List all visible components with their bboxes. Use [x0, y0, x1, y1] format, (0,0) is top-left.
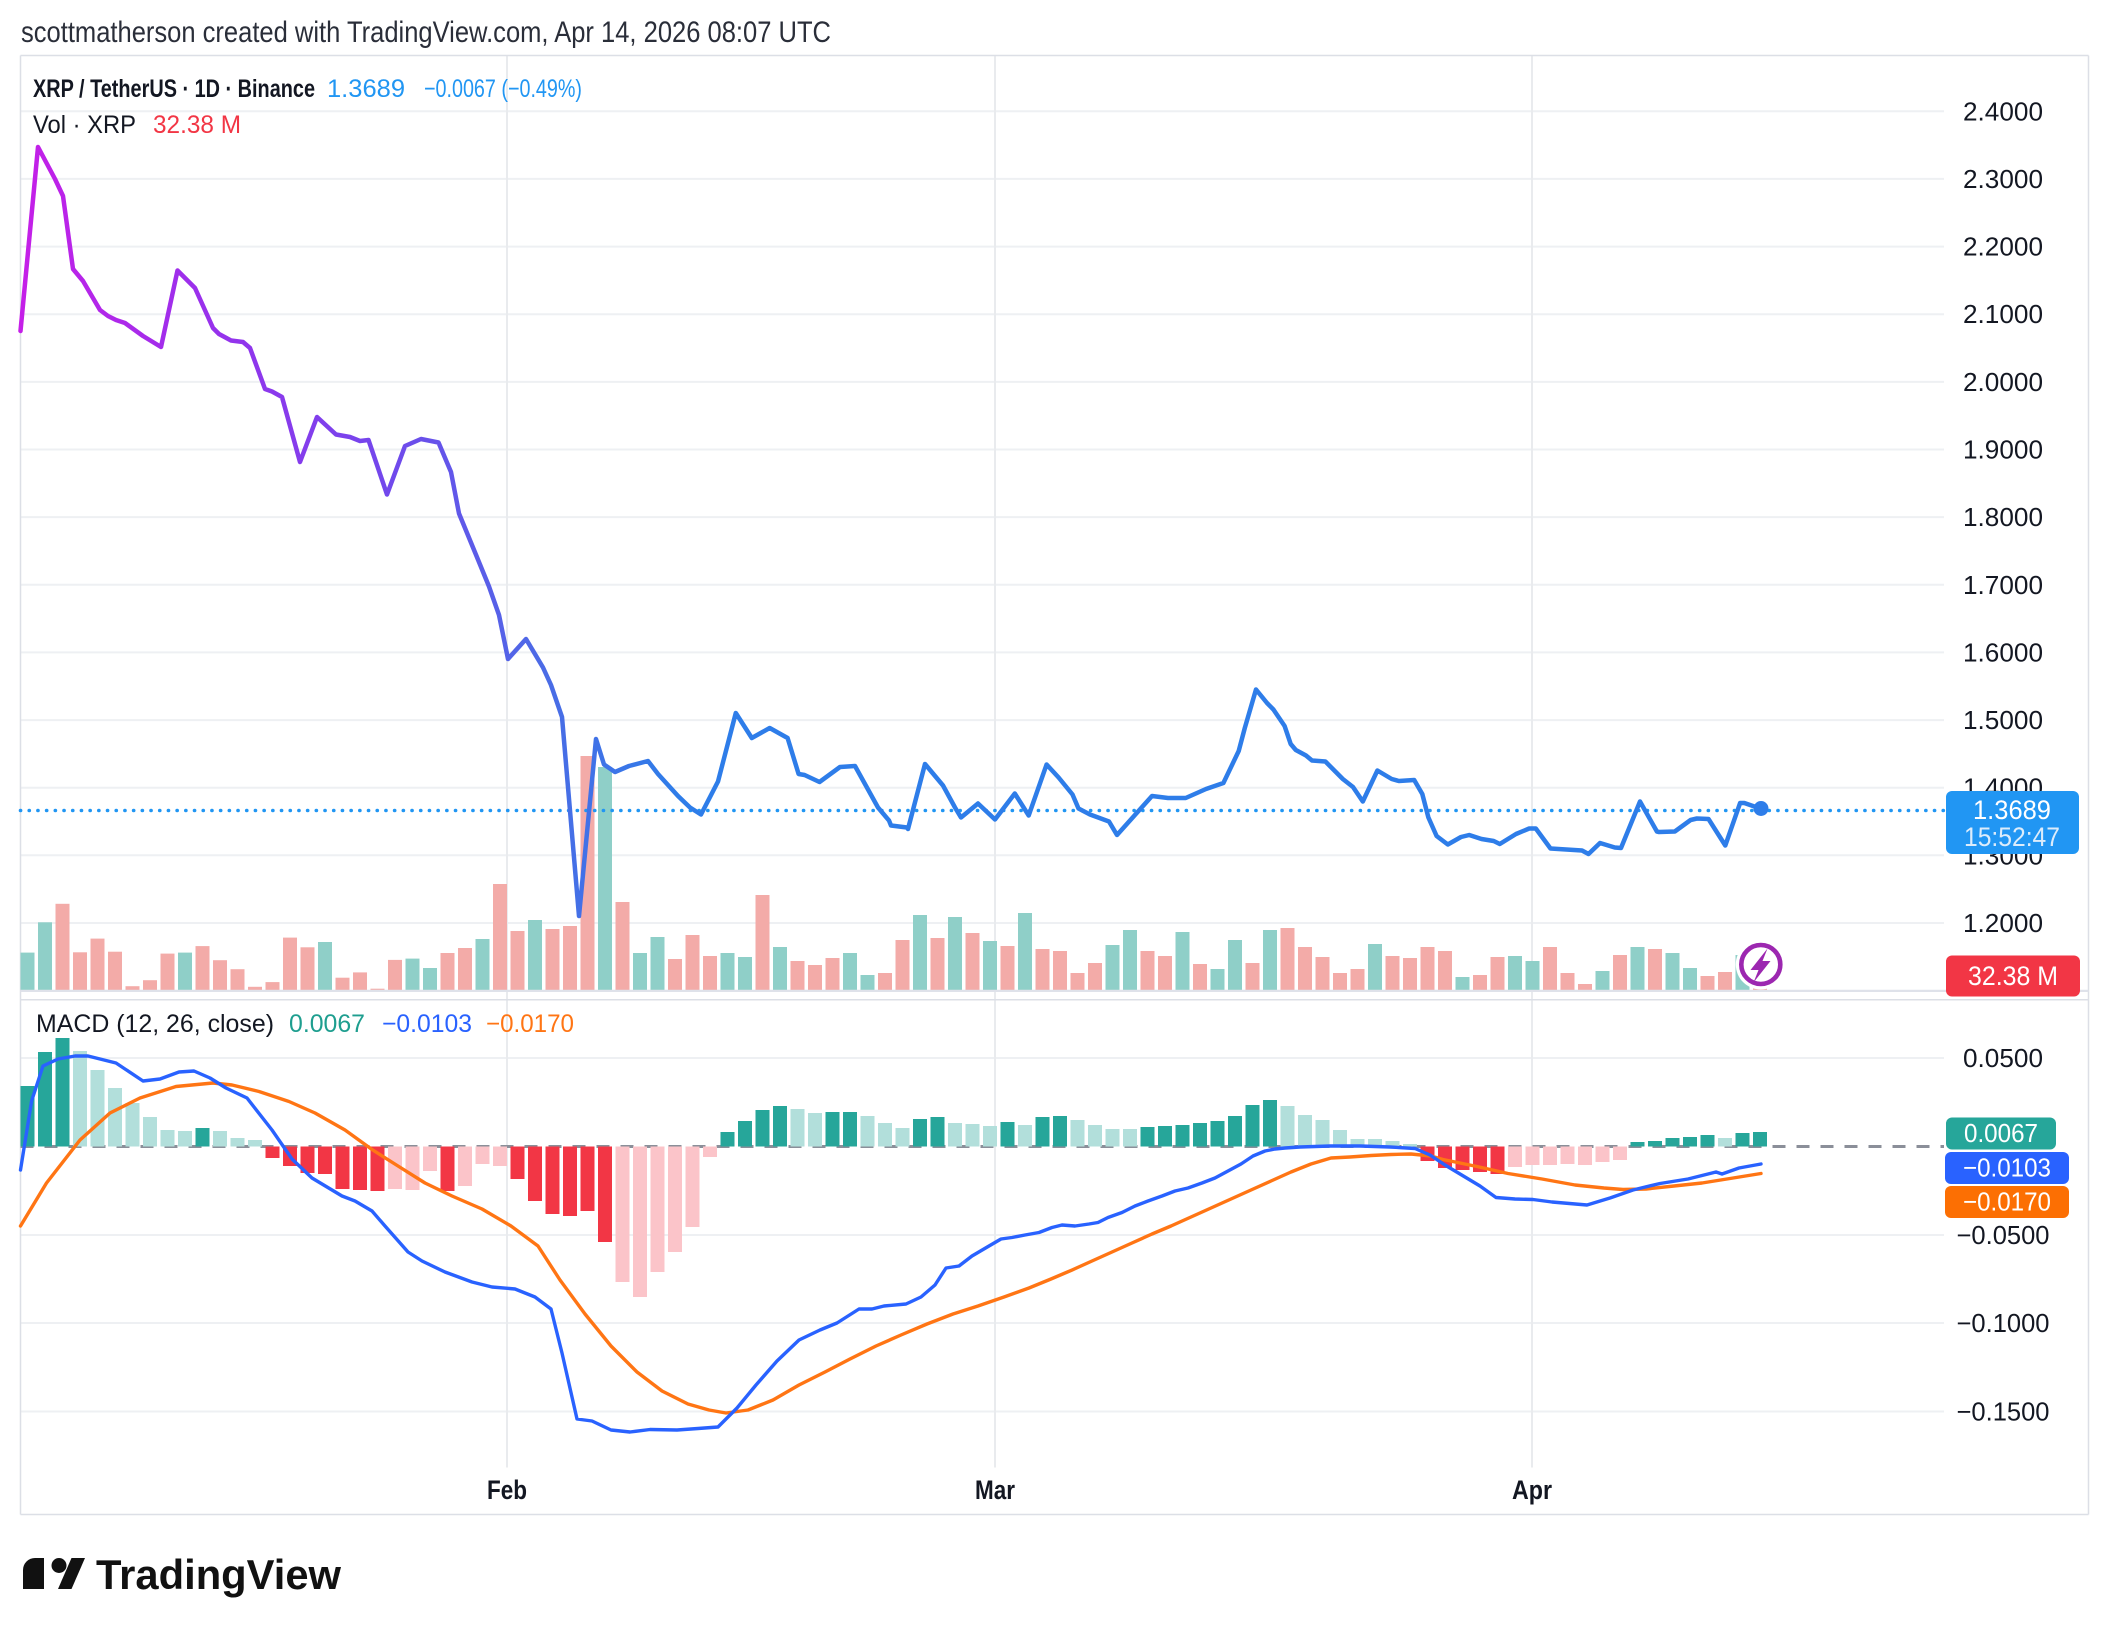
svg-text:15:52:47: 15:52:47 [1964, 822, 2060, 852]
svg-text:Feb: Feb [487, 1475, 527, 1505]
svg-text:1.5000: 1.5000 [1963, 705, 2043, 735]
svg-text:Vol · XRP: Vol · XRP [33, 111, 136, 139]
svg-text:1.9000: 1.9000 [1963, 435, 2043, 465]
svg-text:Mar: Mar [975, 1475, 1015, 1505]
svg-text:32.38 M: 32.38 M [153, 111, 241, 139]
svg-text:1.3689: 1.3689 [327, 75, 405, 103]
svg-text:32.38 M: 32.38 M [1968, 961, 2058, 991]
svg-text:1.8000: 1.8000 [1963, 502, 2043, 532]
svg-text:2.4000: 2.4000 [1963, 96, 2043, 126]
svg-text:0.0500: 0.0500 [1963, 1043, 2043, 1073]
svg-text:−0.1500: −0.1500 [1957, 1397, 2050, 1427]
svg-text:Apr: Apr [1512, 1475, 1552, 1505]
svg-text:MACD (12, 26, close): MACD (12, 26, close) [36, 1010, 274, 1038]
svg-text:−0.0103: −0.0103 [382, 1010, 472, 1038]
svg-text:XRP / TetherUS · 1D · Binance: XRP / TetherUS · 1D · Binance [33, 75, 315, 103]
svg-text:1.6000: 1.6000 [1963, 637, 2043, 667]
svg-text:scottmatherson created with Tr: scottmatherson created with TradingView.… [21, 16, 831, 49]
svg-text:−0.0500: −0.0500 [1957, 1220, 2050, 1250]
svg-text:1.3689: 1.3689 [1973, 795, 2051, 825]
svg-text:1.2000: 1.2000 [1963, 908, 2043, 938]
svg-text:2.0000: 2.0000 [1963, 367, 2043, 397]
svg-text:1.7000: 1.7000 [1963, 570, 2043, 600]
svg-text:−0.0170: −0.0170 [1963, 1187, 2051, 1217]
svg-text:2.2000: 2.2000 [1963, 232, 2043, 262]
svg-text:TradingView: TradingView [96, 1551, 341, 1598]
svg-text:−0.0067 (−0.49%): −0.0067 (−0.49%) [424, 75, 582, 103]
svg-text:2.1000: 2.1000 [1963, 299, 2043, 329]
svg-text:−0.0170: −0.0170 [486, 1010, 574, 1038]
svg-text:2.3000: 2.3000 [1963, 164, 2043, 194]
svg-text:−0.0103: −0.0103 [1963, 1153, 2051, 1183]
svg-text:0.0067: 0.0067 [289, 1010, 365, 1038]
svg-text:−0.1000: −0.1000 [1957, 1308, 2050, 1338]
svg-text:0.0067: 0.0067 [1964, 1118, 2038, 1148]
